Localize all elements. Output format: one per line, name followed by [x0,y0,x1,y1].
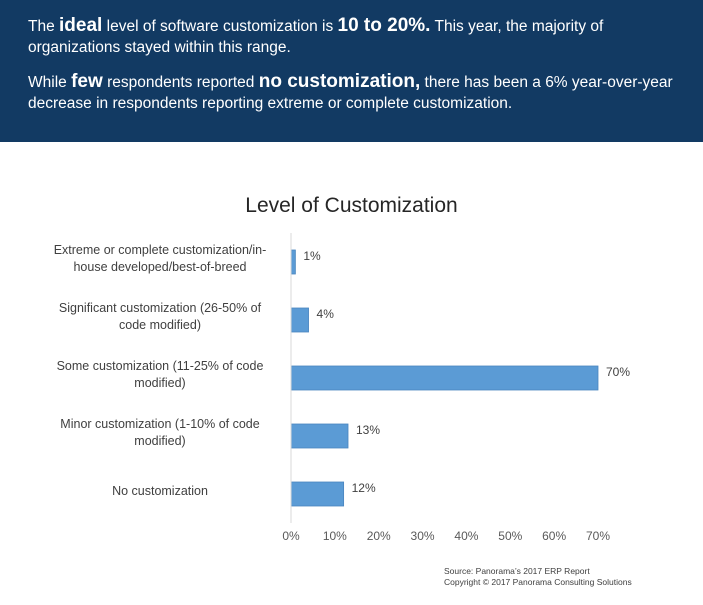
category-label-line: Minor customization (1-10% of code [60,417,260,431]
category-label: Minor customization (1-10% of code modifi… [40,416,280,450]
banner-text: level of software customization is [102,18,338,35]
banner-text: The [28,18,60,35]
banner-text: there has been a 6% year-over-year decre… [28,74,673,112]
category-label-line: Significant customization (26-50% of [58,301,262,315]
category-label-line: Some customization (11-25% of code [56,359,264,373]
banner-paragraph-1: The ideal level of software customizatio… [28,15,681,58]
x-tick-label: 60% [542,529,566,543]
category-label-line: No customization [112,483,208,498]
source-line: Source: Panorama’s 2017 ERP Report [444,566,590,576]
x-tick-label: 50% [498,529,522,543]
header-banner: The ideal level of software customizatio… [0,0,703,142]
data-label: 13% [356,423,380,437]
category-label-line: modified) [134,434,186,448]
category-label-line: house developed/best-of-breed [73,260,247,274]
x-tick-label: 20% [367,529,391,543]
x-tick-label: 40% [454,529,478,543]
category-label-line: modified) [134,376,186,390]
data-label: 1% [303,249,321,263]
banner-emphasis: 10 to 20%. [337,15,431,36]
bar [290,423,349,449]
category-label: No customization [40,483,280,500]
banner-text: This year, the majority of organizations… [28,18,604,56]
banner-emphasis: few [71,71,103,92]
banner-emphasis: ideal [59,15,103,36]
data-label: 12% [352,481,376,495]
source-note: Source: Panorama’s 2017 ERP Report Copyr… [444,566,632,588]
category-label-line: Extreme or complete customization/in- [53,243,267,257]
banner-text: respondents reported [102,74,259,91]
category-label: Significant customization (26-50% of code… [40,300,280,334]
data-label: 70% [606,365,630,379]
bar [290,249,296,275]
x-tick-label: 30% [411,529,435,543]
category-label-line: code modified) [119,318,201,332]
copyright-line: Copyright © 2017 Panorama Consulting Sol… [444,577,632,587]
data-label: 4% [317,307,335,321]
banner-paragraph-2: While few respondents reported no custom… [28,71,681,114]
chart-title: Level of Customization [245,194,458,217]
banner-emphasis: no customization, [258,71,421,92]
x-tick-label: 10% [323,529,347,543]
x-tick-label: 0% [282,529,300,543]
x-tick-label: 70% [586,529,610,543]
bar [290,307,309,333]
banner-text: While [28,74,72,91]
bar [290,481,345,507]
category-label: Extreme or complete customization/in-hou… [40,242,280,276]
bar [290,365,599,391]
category-label: Some customization (11-25% of code modifi… [40,358,280,392]
